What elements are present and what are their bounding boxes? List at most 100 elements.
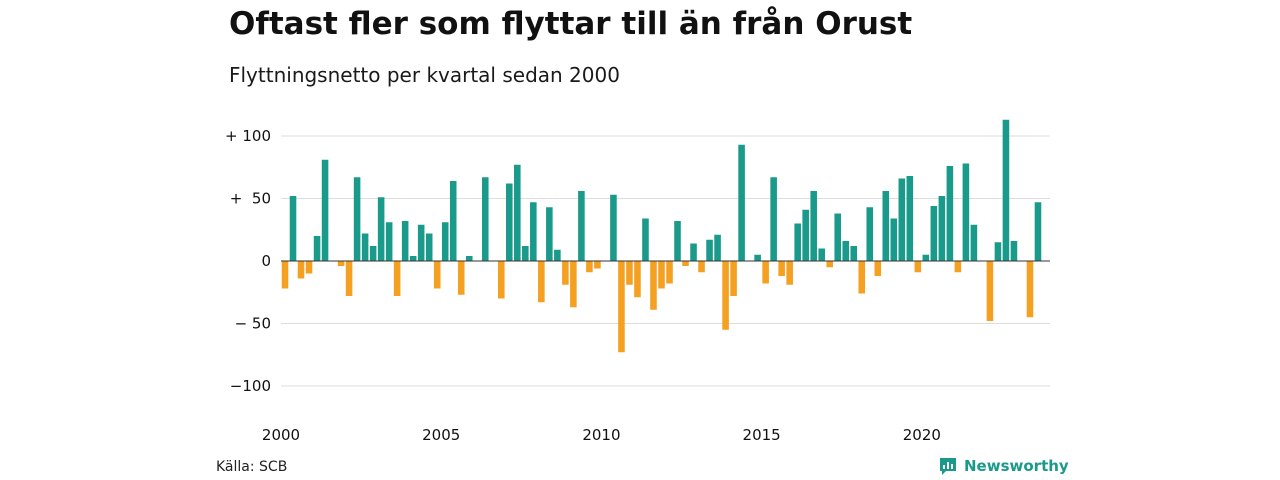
bar [690,243,697,261]
x-tick-label: 2000 [262,426,300,444]
newsworthy-logo-icon [940,458,956,475]
bar [626,261,633,285]
bar [994,242,1002,261]
bar [834,213,842,261]
bar [642,218,649,261]
bar [289,196,297,261]
x-tick-label: 2005 [422,426,460,444]
x-tick-label: 2010 [582,426,620,444]
bar [538,261,545,303]
bar [313,236,321,261]
chart-subtitle: Flyttningsnetto per kvartal sedan 2000 [229,63,620,87]
bar [658,261,665,289]
bar [866,207,874,261]
bar [457,261,465,295]
bar [417,224,425,261]
bar [986,261,994,321]
bar [794,223,801,261]
brand-name: Newsworthy [964,457,1069,475]
bar [522,246,529,261]
bar [858,261,866,294]
bar [786,261,793,285]
bar [938,196,946,261]
bar [1026,261,1034,318]
bar [506,183,513,261]
bar [962,163,970,261]
bar [898,178,906,261]
bar [714,234,721,261]
bar [914,261,922,273]
bar [1034,202,1042,261]
bar [770,177,777,261]
bar [321,159,329,261]
bar [738,144,745,261]
bar [890,218,898,261]
bar [353,177,361,261]
bar [906,176,914,261]
y-tick-label: + 50 [230,190,271,208]
bar [882,191,890,261]
bar [281,261,289,289]
bar [1002,119,1010,261]
bar [1010,241,1018,261]
bar [762,261,769,284]
bar [634,261,641,298]
y-tick-label: − 50 [235,315,271,333]
bar [554,249,561,261]
bar [481,177,489,261]
bar [666,261,673,284]
bar [874,261,882,276]
bar [650,261,657,310]
bar [441,222,449,261]
bar [401,221,409,261]
bar [818,248,825,261]
bar [345,261,353,296]
bar [826,261,833,268]
bar [730,261,737,296]
bar [610,194,617,261]
bar [778,261,785,276]
bar [922,254,930,261]
bar [530,202,537,261]
bar [842,241,850,261]
bar [970,224,978,261]
bars [281,119,1042,353]
bar [361,233,369,261]
bar [425,233,433,261]
bar [946,166,954,261]
x-tick-label: 2020 [903,426,941,444]
bar [954,261,962,273]
bar [337,261,345,266]
bar [674,221,681,261]
y-axis-labels: + 100 + 50 0 − 50 −100 [225,127,271,395]
bar [586,261,593,273]
bar [682,261,689,266]
bar [393,261,401,296]
bar [722,261,729,330]
bar [305,261,313,274]
bar [802,209,809,261]
y-tick-label: 0 [261,252,271,270]
bar [449,181,457,261]
bar [570,261,577,308]
bar [385,222,393,261]
bar [850,246,858,261]
x-tick-label: 2015 [743,426,781,444]
bar [369,246,377,261]
bar [618,261,625,353]
bar [578,191,585,261]
bar [297,261,305,279]
bar [546,207,553,261]
bar [706,239,713,261]
x-axis-labels: 2000 2005 2010 2015 2020 [262,426,941,444]
bar [377,197,385,261]
brand-logo[interactable]: Newsworthy [938,456,1069,476]
bar [698,261,705,273]
bar [562,261,569,285]
chart-title: Oftast fler som flyttar till än från Oru… [229,6,913,42]
source-label: Källa: SCB [216,459,288,475]
bar [594,261,601,269]
bar [810,191,817,261]
bar [498,261,505,299]
